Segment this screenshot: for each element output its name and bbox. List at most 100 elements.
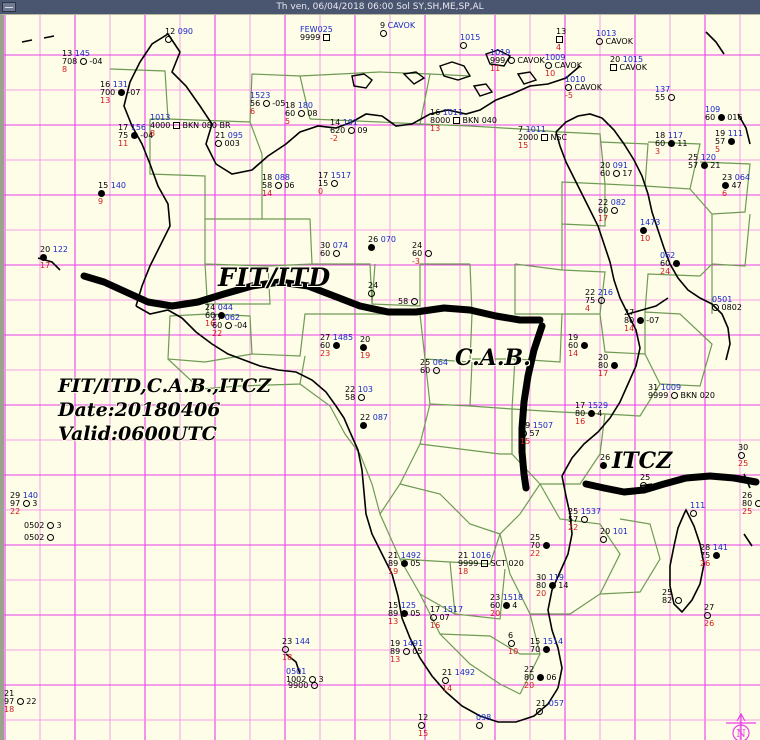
station-dewpoint: 15: [518, 141, 529, 150]
station-plot[interactable]: 25 1537 57 22: [568, 508, 601, 532]
station-plot[interactable]: 1013 4000 BKN 080 BR 8: [150, 114, 231, 138]
station-identifier: 064: [732, 173, 750, 182]
station-plot[interactable]: 6 10: [508, 632, 518, 656]
station-temperature: 7: [518, 125, 524, 134]
station-plot[interactable]: 27 1485 60 23: [320, 334, 353, 358]
station-plot[interactable]: 7 1011 2000 NSC 15: [518, 126, 567, 150]
station-plot[interactable]: 098: [476, 714, 491, 730]
station-plot[interactable]: 18 088 58 06 14: [262, 174, 294, 198]
station-plot[interactable]: 19 111 57 5: [715, 130, 743, 154]
station-plot[interactable]: 31 1009 9999 BKN 020: [648, 384, 715, 400]
station-plot[interactable]: 23 064 47 6: [722, 174, 750, 198]
station-plot[interactable]: 15 1514 70: [530, 638, 563, 654]
station-plot[interactable]: 23 1518 60 4 20: [490, 594, 523, 618]
station-plot[interactable]: 1010 CAVOK -5: [565, 76, 602, 100]
station-plot[interactable]: 24 60 -3: [412, 242, 432, 266]
station-plot[interactable]: 16 131 700 -07 13: [100, 81, 140, 105]
station-plot[interactable]: 21 97 22 18: [4, 690, 36, 714]
station-plot[interactable]: 27 062 60 -04 22: [212, 314, 247, 338]
station-plot[interactable]: 24 044 60 16: [205, 304, 233, 328]
station-plot[interactable]: 25 120 57 21: [688, 154, 720, 170]
station-temperature: 16: [430, 108, 441, 117]
station-plot[interactable]: 25 70 22: [530, 534, 550, 558]
station-plot[interactable]: 12 090: [165, 28, 193, 44]
map-canvas[interactable]: 13 145 708 -04 8 16 131 700 -07 13 17 156 75 -0…: [0, 14, 760, 740]
station-plot[interactable]: 22 103 58: [345, 386, 373, 402]
station-plot[interactable]: 20 091 60 17: [600, 162, 632, 178]
station-plot[interactable]: 25: [640, 474, 650, 490]
station-plot[interactable]: 22 80 06 20: [524, 666, 556, 690]
station-plot[interactable]: 58: [398, 298, 418, 306]
station-plot[interactable]: 16 1011 8000 BKN 040 13: [430, 109, 497, 133]
station-plot[interactable]: 1523 56 -05 6: [250, 92, 285, 116]
station-plot[interactable]: 17 1517 07 16: [430, 606, 463, 630]
station-plot[interactable]: 24: [368, 282, 378, 298]
station-remark: 05: [407, 609, 421, 618]
station-plot[interactable]: 30 119 80 14 20: [536, 574, 568, 598]
station-plot[interactable]: 111: [690, 502, 705, 518]
station-plot[interactable]: 27 26: [704, 604, 714, 628]
station-plot[interactable]: 13 145 708 -04 8: [62, 50, 102, 74]
cloud-cover-symbol: [452, 117, 460, 124]
station-plot[interactable]: 21 1492 89 05 19: [388, 552, 421, 576]
station-plot[interactable]: 20 19: [360, 336, 370, 360]
cloud-cover-symbol: [400, 610, 408, 617]
station-plot[interactable]: 1015: [460, 34, 480, 50]
station-plot[interactable]: 14 191 620 09 -2: [330, 119, 368, 143]
station-plot[interactable]: 15 140 9: [98, 182, 126, 206]
station-identifier: 1517: [328, 171, 352, 180]
cloud-cover-symbol: [274, 182, 282, 189]
station-plot[interactable]: 9900: [288, 682, 318, 690]
station-plot[interactable]: FEW025 9999: [300, 26, 333, 42]
station-plot[interactable]: 27 80 -07 14: [624, 309, 659, 333]
station-plot[interactable]: 1009 CAVOK 10: [545, 54, 582, 78]
station-plot[interactable]: 17 1529 80 4 16: [575, 402, 608, 426]
station-plot[interactable]: 25 82: [662, 589, 682, 605]
station-plot[interactable]: 13 4: [556, 28, 566, 52]
station-plot[interactable]: 1473 10: [640, 219, 660, 243]
station-plot[interactable]: 15 125 89 05 13: [388, 602, 420, 626]
station-plot[interactable]: 19 60 14: [568, 334, 588, 358]
station-plot[interactable]: 21 1016 9999 SCT 020 18: [458, 552, 524, 576]
station-plot[interactable]: 1013 CAVOK: [596, 30, 633, 46]
station-plot[interactable]: 137 55: [655, 86, 675, 102]
station-plot[interactable]: 25 064 60: [420, 359, 448, 375]
station-plot[interactable]: 21 1492 14: [442, 669, 475, 693]
station-plot[interactable]: 0502: [24, 534, 54, 542]
station-plot[interactable]: 21 095 003: [215, 132, 243, 148]
cloud-cover-symbol: [46, 534, 54, 541]
station-plot[interactable]: 9 CAVOK: [380, 22, 415, 38]
cloud-cover-symbol: [310, 682, 318, 689]
station-pressure: 80: [575, 409, 588, 418]
station-plot[interactable]: 20 1015 CAVOK: [610, 56, 647, 72]
station-plot[interactable]: 30 25: [738, 444, 748, 468]
window-minimize-button[interactable]: [2, 2, 16, 12]
station-plot[interactable]: 0501 0802: [712, 296, 742, 312]
station-plot[interactable]: 062 60 24: [660, 252, 680, 276]
station-plot[interactable]: 17 156 75 -04 11: [118, 124, 153, 148]
station-plot[interactable]: 17 1517 15 0: [318, 172, 351, 196]
station-plot[interactable]: 28 141 75 26: [700, 544, 728, 568]
station-plot[interactable]: 26 80 25: [742, 492, 760, 516]
station-plot[interactable]: 29 140 97 3 22: [10, 492, 38, 516]
station-plot[interactable]: 22 082 60 17: [598, 199, 626, 223]
station-plot[interactable]: 26 070: [368, 236, 396, 252]
station-plot[interactable]: 20 80 17: [598, 354, 618, 378]
station-plot[interactable]: 30 074 60: [320, 242, 348, 258]
station-plot[interactable]: 1019 999 CAVOK 11: [490, 49, 545, 73]
station-plot[interactable]: 19 1491 89 05 13: [390, 640, 423, 664]
station-plot[interactable]: 18 117 60 11 3: [655, 132, 687, 156]
station-plot[interactable]: 109 60 016: [705, 106, 743, 122]
station-plot[interactable]: 22 087: [360, 414, 388, 430]
station-plot[interactable]: 20 122 17: [40, 246, 68, 270]
station-plot[interactable]: 12 15: [418, 714, 428, 738]
station-plot[interactable]: 26: [600, 454, 610, 470]
station-plot[interactable]: 20 101: [600, 528, 628, 544]
station-plot[interactable]: 0502 3: [24, 522, 62, 530]
station-plot[interactable]: 22 216 75 4: [585, 289, 613, 313]
cloud-cover-symbol: [217, 312, 225, 319]
station-plot[interactable]: 21 057: [536, 700, 564, 716]
station-plot[interactable]: 23 144 18: [282, 638, 310, 662]
station-plot[interactable]: 18 180 60 08 5: [285, 102, 317, 126]
station-plot[interactable]: 19 1507 57 15: [520, 422, 553, 446]
